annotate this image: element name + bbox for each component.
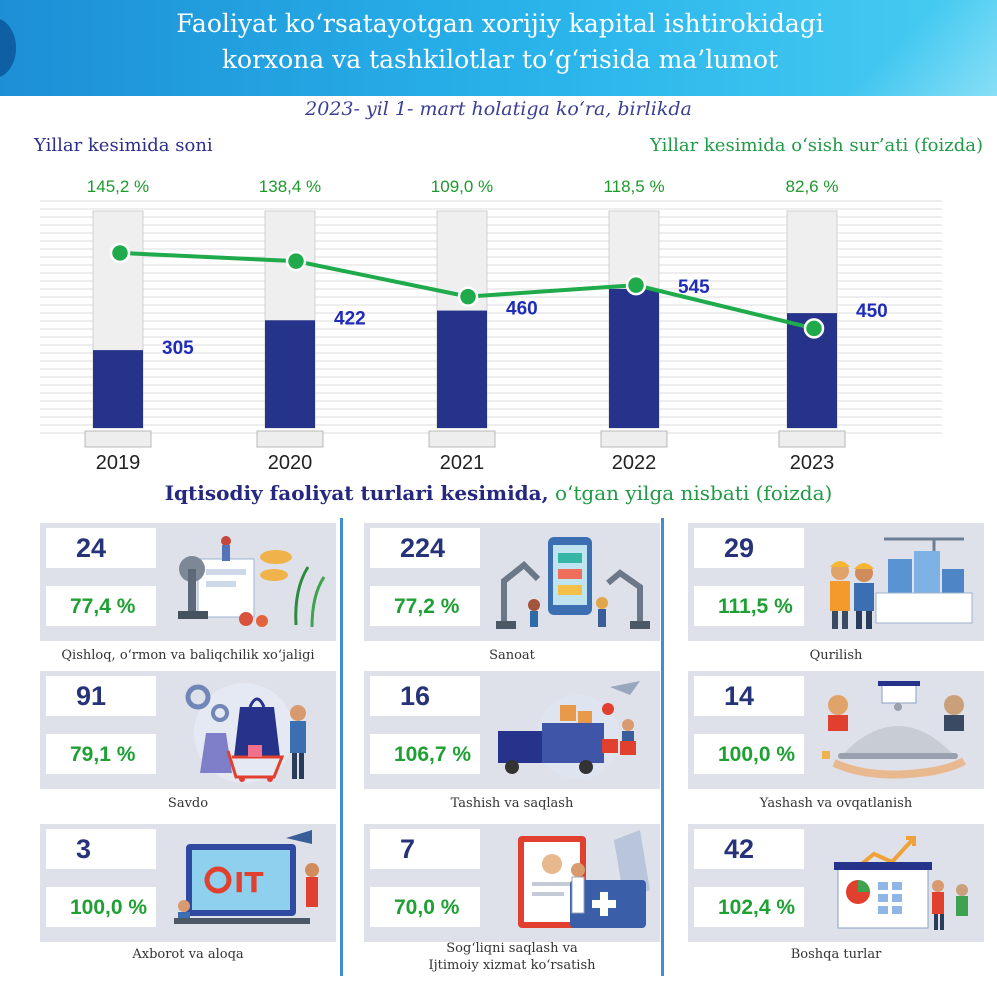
sector-percent: 70,0 %	[370, 887, 480, 927]
sector-count: 224	[370, 528, 480, 568]
growth-value-label: 118,5 %	[603, 177, 664, 196]
year-tick-label: 2022	[612, 452, 657, 474]
header-circle-decor	[0, 18, 16, 78]
sector-label: Sog‘liqni saqlash va Ijtimoiy xizmat ko‘…	[364, 940, 660, 974]
year-tick-label: 2021	[440, 452, 485, 474]
sector-card-hospitality: 14 100,0 %	[688, 671, 984, 789]
sector-percent: 77,4 %	[46, 586, 156, 626]
sector-label: Yashash va ovqatlanish	[759, 796, 913, 811]
sector-percent: 79,1 %	[46, 734, 156, 774]
growth-value-label: 145,2 %	[87, 177, 149, 196]
growth-point	[109, 242, 131, 264]
bar-base	[256, 430, 324, 448]
bar	[609, 288, 659, 428]
bar-value-label: 450	[856, 301, 888, 322]
section-title-bold: Iqtisodiy faoliyat turlari kesimida,	[164, 481, 549, 505]
sector-percent: 100,0 %	[694, 734, 804, 774]
sector-card-trade: 91 79,1 %	[40, 671, 336, 789]
sector-count: 7	[370, 829, 480, 869]
sector-label: Sanoat	[489, 648, 535, 663]
sector-percent: 106,7 %	[370, 734, 480, 774]
yearly-chart: 2019 305 145,2 % 2020 422 138,4 % 2021 460 109,0…	[40, 177, 942, 474]
year-tick-label: 2020	[268, 452, 313, 474]
sector-percent: 102,4 %	[694, 887, 804, 927]
construction-illustration	[830, 537, 973, 629]
sector-card-other: 42 102,4 %	[688, 824, 984, 942]
sector-count: 24	[46, 528, 156, 568]
growth-value-label: 82,6 %	[786, 177, 839, 196]
bar-value-label: 422	[334, 308, 366, 329]
sector-count: 42	[694, 829, 804, 869]
sector-count: 3	[46, 829, 156, 869]
bar-base	[84, 430, 152, 448]
sector-label-line1: Sog‘liqni saqlash va	[446, 941, 578, 956]
sector-percent: 111,5 %	[694, 586, 804, 626]
column-divider	[340, 518, 343, 976]
sector-card-construction: 29 111,5 %	[688, 523, 984, 641]
growth-series-label: Yillar kesimida o‘sish sur’ati (foizda)	[650, 135, 983, 156]
bar	[437, 310, 487, 428]
sector-label: Qishloq, o‘rmon va baliqchilik xo‘jaligi	[61, 648, 315, 663]
it-art-text: IT	[234, 866, 264, 899]
bar-value-label: 305	[162, 338, 194, 359]
section-title-rest: o‘tgan yilga nisbati (foizda)	[548, 481, 833, 505]
sector-card-agriculture: 24 77,4 %	[40, 523, 336, 641]
it-illustration: IT	[174, 830, 319, 924]
growth-point	[803, 318, 825, 339]
sector-label: Savdo	[167, 796, 209, 811]
header-banner: Faoliyat ko‘rsatayotgan xorijiy kapital …	[0, 0, 997, 96]
bar	[93, 350, 143, 428]
industry-illustration	[496, 537, 650, 629]
bar-base	[428, 430, 496, 448]
sector-label: Boshqa turlar	[790, 947, 882, 962]
agriculture-illustration	[178, 536, 326, 628]
sector-card-industry: 224 77,2 %	[364, 523, 660, 641]
sector-label: Qurilish	[809, 648, 863, 663]
sector-percent: 77,2 %	[370, 586, 480, 626]
column-divider	[661, 518, 664, 976]
count-series-label: Yillar kesimida soni	[34, 135, 213, 156]
sector-count: 16	[370, 676, 480, 716]
sector-card-transport: 16 106,7 %	[364, 671, 660, 789]
page-title: Faoliyat ko‘rsatayotgan xorijiy kapital …	[80, 6, 920, 78]
page-title-line2: korxona va tashkilotlar to‘g‘risida ma’l…	[221, 45, 779, 74]
other-illustration	[834, 836, 968, 930]
header-corner-decor	[837, 0, 997, 96]
transport-illustration	[498, 681, 640, 779]
page-title-line1: Faoliyat ko‘rsatayotgan xorijiy kapital …	[176, 9, 824, 38]
trade-illustration	[185, 683, 306, 783]
page-subtitle: 2023- yil 1- mart holatiga ko‘ra, birlik…	[305, 98, 692, 120]
growth-value-label: 109,0 %	[431, 177, 493, 196]
bar-base	[778, 430, 846, 448]
bar	[265, 320, 315, 428]
bar-value-label: 545	[678, 277, 710, 298]
section-title: Iqtisodiy faoliyat turlari kesimida, o‘t…	[0, 481, 997, 505]
sector-card-it: 3 100,0 % IT	[40, 824, 336, 942]
growth-point	[625, 274, 647, 296]
growth-point	[285, 250, 307, 272]
bar-base	[600, 430, 668, 448]
sector-count: 91	[46, 676, 156, 716]
sector-label: Tashish va saqlash	[450, 796, 574, 811]
sector-count: 29	[694, 528, 804, 568]
sector-count: 14	[694, 676, 804, 716]
bar-value-label: 460	[506, 299, 538, 320]
sector-label: Axborot va aloqa	[132, 947, 244, 962]
growth-value-label: 138,4 %	[259, 177, 321, 196]
sector-card-healthcare: 7 70,0 %	[364, 824, 660, 942]
healthcare-illustration	[518, 830, 650, 928]
sector-percent: 100,0 %	[46, 887, 156, 927]
year-tick-label: 2019	[96, 452, 141, 474]
growth-point	[457, 286, 479, 307]
hospitality-illustration	[822, 681, 967, 779]
sector-label-line2: Ijtimoiy xizmat ko‘rsatish	[428, 958, 596, 973]
year-tick-label: 2023	[790, 452, 835, 474]
